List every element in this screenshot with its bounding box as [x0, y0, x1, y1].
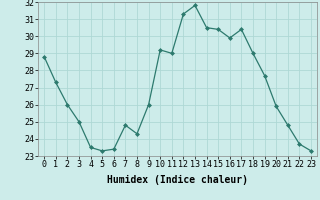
X-axis label: Humidex (Indice chaleur): Humidex (Indice chaleur)	[107, 175, 248, 185]
